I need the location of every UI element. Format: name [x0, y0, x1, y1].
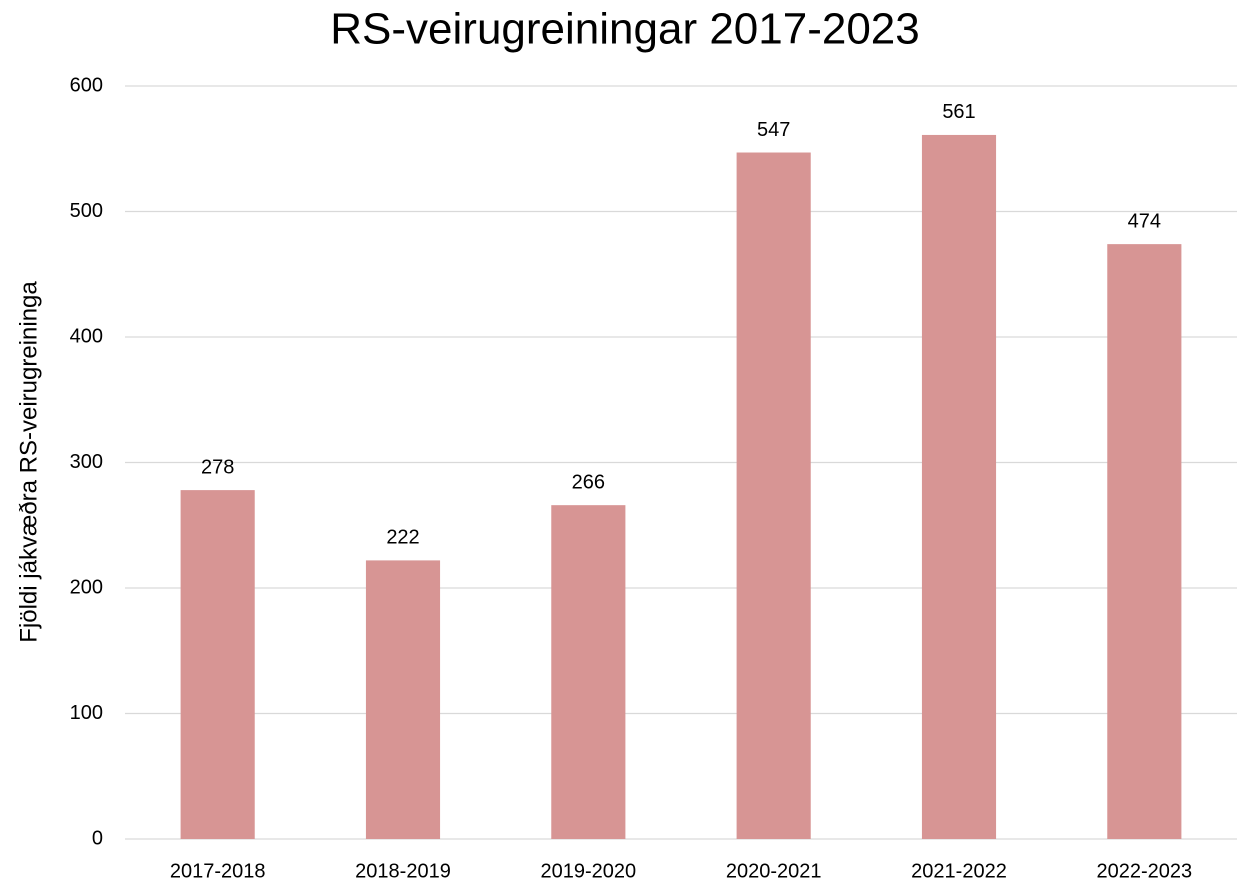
data-label: 222 — [386, 527, 419, 549]
y-tick-label: 500 — [70, 200, 103, 222]
data-label: 474 — [1128, 210, 1161, 232]
x-tick-label: 2019-2020 — [541, 860, 637, 882]
data-label: 278 — [201, 456, 234, 478]
y-tick-label: 300 — [70, 451, 103, 473]
x-tick-label: 2017-2018 — [170, 860, 266, 882]
x-tick-label: 2021-2022 — [911, 860, 1007, 882]
bar — [551, 505, 626, 839]
x-tick-label: 2020-2021 — [726, 860, 822, 882]
chart-title: RS-veirugreiningar 2017-2023 — [330, 5, 919, 54]
y-tick-label: 200 — [70, 576, 103, 598]
bar — [1107, 244, 1182, 839]
bar — [365, 560, 441, 839]
x-tick-label: 2018-2019 — [355, 860, 451, 882]
x-tick-label: 2022-2023 — [1097, 860, 1193, 882]
data-label: 547 — [757, 119, 790, 141]
data-label: 561 — [942, 101, 975, 123]
y-tick-label: 100 — [70, 702, 103, 724]
y-axis-label: Fjöldi jákvæðra RS-veirugreininga — [15, 281, 42, 643]
bar — [736, 152, 811, 839]
y-tick-label: 400 — [70, 325, 103, 347]
bar — [180, 490, 255, 839]
y-tick-label: 0 — [92, 827, 103, 849]
y-tick-label: 600 — [70, 74, 103, 96]
data-label: 266 — [572, 471, 605, 493]
bar — [921, 134, 997, 839]
